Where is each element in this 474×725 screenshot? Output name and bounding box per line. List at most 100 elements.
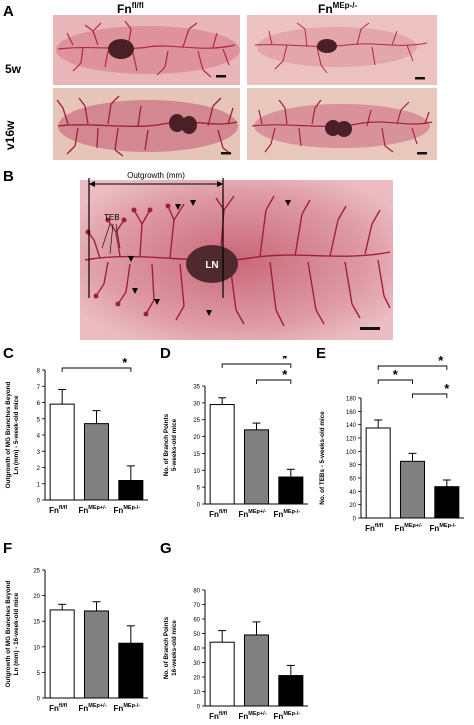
category-label: Fnfl/fl (49, 505, 68, 515)
bar (49, 403, 75, 501)
y-axis-label: 5-weeks-old mice (171, 418, 178, 471)
bar (49, 609, 75, 699)
category-label: FnMEp-/- (114, 505, 141, 515)
teb-label: TEB (104, 213, 120, 222)
significance-bracket (377, 379, 413, 384)
panel-d-letter: D (160, 345, 171, 362)
chart-e-tebs-5w: 0 20 40 60 80 100 120 140 160 180 No. of TEBs - 5-… (319, 356, 464, 533)
y-tick-label: 5 (37, 671, 41, 677)
y-tick-label: 60 (193, 618, 200, 624)
chart-d-branch-points-5w: 0 5 10 15 20 25 30 35 No. of Branch Points 5-week… (163, 356, 308, 519)
y-axis-label: 16-weeks-old mice (171, 620, 178, 676)
panel-a-row-label-v16w: v16w (3, 120, 17, 150)
y-tick-label: 30 (193, 661, 200, 667)
y-tick-label: 25 (33, 569, 40, 575)
y-tick-label: 20 (349, 503, 356, 509)
category-label: FnMEp-/- (114, 703, 141, 713)
y-tick-label: 20 (33, 594, 40, 600)
bar (399, 460, 426, 519)
y-tick-label: 3 (37, 450, 41, 456)
y-tick-label: 80 (349, 463, 356, 469)
bar (118, 642, 144, 699)
y-tick-label: 15 (33, 620, 40, 626)
micrograph-5w-mep (247, 15, 437, 85)
y-tick-label: 0 (197, 705, 201, 711)
category-label: Fnfl/fl (49, 703, 68, 713)
y-tick-label: 30 (193, 401, 200, 407)
panel-c-letter: C (3, 345, 14, 362)
chart-f-outgrowth-16w: 0 5 10 15 20 25 Outgrowth of MG Branches Beyon… (5, 569, 148, 713)
bar (243, 634, 270, 707)
outgrowth-bracket: Outgrowth (mm) TEB (88, 171, 224, 298)
y-tick-label: 1 (37, 482, 41, 488)
significance-bracket (61, 367, 132, 372)
y-tick-label: 25 (193, 418, 200, 424)
significance-star: * (444, 381, 450, 396)
y-tick-label: 5 (37, 417, 41, 423)
panel-b-letter: B (3, 168, 14, 185)
category-label: FnMEp+/- (395, 523, 423, 533)
chart-g-branch-points-16w: 0 10 20 30 40 50 60 70 80 No. of Branch Points 16-… (163, 589, 308, 721)
y-tick-label: 0 (353, 517, 357, 523)
micrograph-16w-fl (53, 88, 240, 160)
arrowhead (132, 288, 138, 294)
y-tick-label: 10 (193, 469, 200, 475)
bar (434, 486, 460, 519)
arrowhead (154, 299, 160, 305)
y-axis-label: Ln (mm) - 16-week-old mice (13, 592, 20, 675)
bar (209, 404, 235, 505)
y-axis-label: No. of Branch Points (163, 413, 170, 476)
y-tick-label: 50 (193, 632, 200, 638)
y-tick-label: 5 (197, 486, 201, 492)
y-tick-label: 0 (197, 503, 201, 509)
y-tick-label: 2 (37, 466, 41, 472)
category-label: FnMEp-/- (430, 523, 457, 533)
significance-bracket (377, 365, 448, 370)
y-tick-label: 10 (33, 645, 40, 651)
panel-a-letter: A (3, 3, 14, 20)
bar (83, 423, 110, 501)
y-axis-label: Outgrowth of MG Branches Beyond (5, 580, 12, 687)
significance-star: * (438, 356, 444, 368)
micrograph-5w-fl (53, 15, 240, 85)
y-axis-label: No. of Branch Points (163, 616, 170, 679)
y-axis-label: No. of TEBs - 5-weeks-old mice (319, 411, 326, 505)
y-tick-label: 160 (346, 410, 357, 416)
bar (83, 610, 110, 699)
micrograph-5w-fl-image (53, 15, 240, 85)
arrowhead (285, 200, 291, 206)
micrograph-outgrowth: LN (80, 180, 393, 340)
micrograph-outgrowth-image: LN (80, 180, 393, 340)
category-label: Fnfl/fl (209, 711, 228, 721)
y-tick-label: 0 (37, 697, 41, 703)
y-tick-label: 20 (193, 676, 200, 682)
y-tick-label: 40 (193, 647, 200, 653)
y-tick-label: 140 (346, 423, 357, 429)
y-tick-label: 120 (346, 437, 357, 443)
significance-star: * (393, 367, 399, 382)
arrowhead (175, 204, 181, 210)
panel-a-row-label-5w: 5w (5, 62, 22, 76)
y-tick-label: 15 (193, 452, 200, 458)
significance-star: * (282, 367, 288, 382)
y-axis-label: Outgrowth of MG Branches Beyond (5, 381, 12, 488)
panel-f-letter: F (3, 540, 13, 557)
category-label: FnMEp+/- (79, 703, 107, 713)
panel-e-letter: E (316, 345, 327, 362)
micrograph-5w-mep-image (247, 15, 437, 85)
category-label: FnMEp-/- (274, 711, 301, 721)
significance-star: * (282, 356, 288, 366)
y-tick-label: 70 (193, 603, 200, 609)
panel-g-letter: G (160, 540, 172, 557)
category-label: FnMEp+/- (239, 509, 267, 519)
y-tick-label: 0 (37, 499, 41, 505)
panel-a-column-header-mep: FnMEp-/- (318, 1, 358, 16)
bar (118, 480, 144, 501)
bar (365, 427, 391, 519)
y-tick-label: 10 (193, 690, 200, 696)
y-tick-label: 8 (37, 369, 41, 375)
micrograph-16w-mep (247, 88, 437, 160)
micrograph-16w-mep-image (247, 88, 437, 160)
y-tick-label: 100 (346, 450, 357, 456)
significance-bracket (256, 379, 292, 384)
